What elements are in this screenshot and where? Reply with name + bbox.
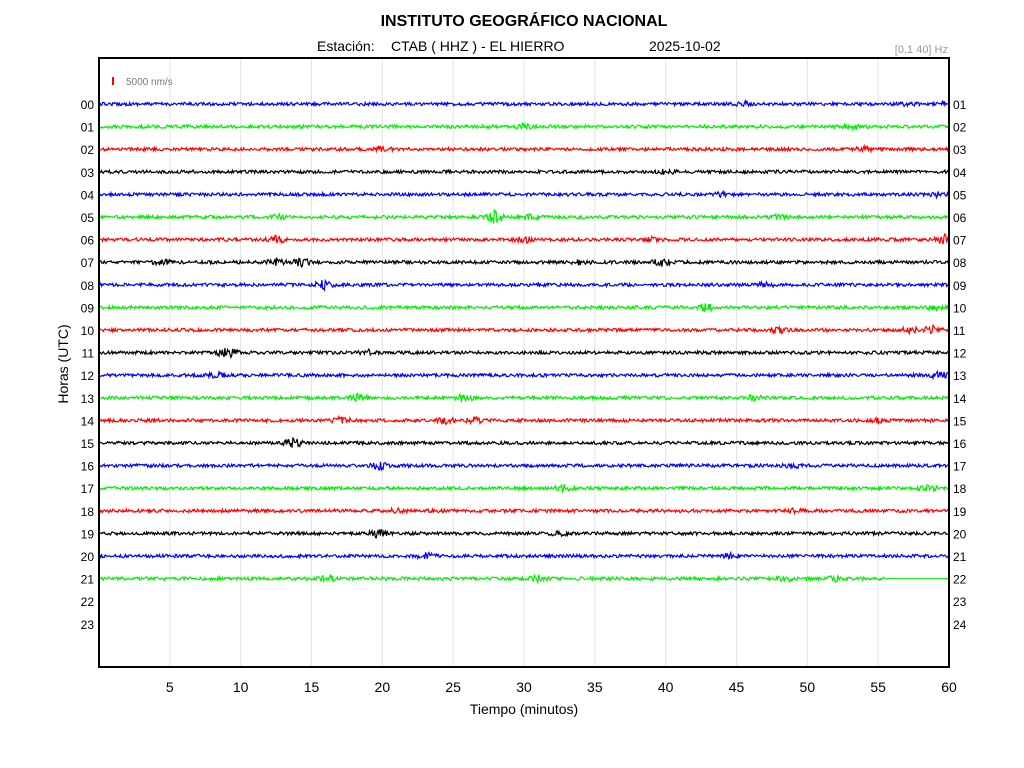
trace-hour-07 xyxy=(99,256,949,268)
trace-hour-19 xyxy=(99,528,949,539)
y-tick-label-right: 04 xyxy=(953,166,967,180)
trace-hour-21 xyxy=(100,573,886,585)
seismic-traces xyxy=(99,98,949,585)
y-tick-label-right: 08 xyxy=(953,256,967,270)
y-tick-label-right: 01 xyxy=(953,98,967,112)
y-tick-label-left: 14 xyxy=(81,414,95,428)
y-tick-label-right: 17 xyxy=(953,460,967,474)
y-tick-label-right: 23 xyxy=(953,595,967,609)
trace-hour-01 xyxy=(99,122,949,132)
y-tick-label-left: 18 xyxy=(81,505,95,519)
y-tick-label-left: 02 xyxy=(81,143,95,157)
y-tick-label-right: 14 xyxy=(953,392,967,406)
trace-hour-16 xyxy=(99,461,949,472)
x-tick-label: 50 xyxy=(800,679,816,695)
y-axis-label: Horas (UTC) xyxy=(55,324,71,403)
y-tick-label-left: 21 xyxy=(81,573,95,587)
y-tick-label-right: 19 xyxy=(953,505,967,519)
y-tick-label-right: 16 xyxy=(953,437,967,451)
x-tick-label: 10 xyxy=(233,679,249,695)
station-name: CTAB ( HHZ ) - EL HIERRO xyxy=(391,38,565,54)
y-tick-label-left: 07 xyxy=(81,256,95,270)
trace-hour-00 xyxy=(99,98,949,109)
y-tick-label-right: 06 xyxy=(953,211,967,225)
y-tick-labels-right: 01 02 03 04 05 06 07 08 09 10 11 12 13 14 15 16 17 18 19 20… xyxy=(953,98,967,632)
y-tick-label-left: 23 xyxy=(81,618,95,632)
y-tick-label-left: 06 xyxy=(81,234,95,248)
amplitude-scale-label: 5000 nm/s xyxy=(126,77,173,88)
trace-hour-12 xyxy=(99,369,949,381)
trace-hour-20 xyxy=(99,550,949,561)
y-tick-label-right: 09 xyxy=(953,279,967,293)
trace-hour-04 xyxy=(99,189,949,200)
y-tick-label-left: 16 xyxy=(81,460,95,474)
y-tick-label-left: 10 xyxy=(81,324,95,338)
y-tick-label-right: 10 xyxy=(953,301,967,315)
y-tick-label-right: 15 xyxy=(953,414,967,428)
x-tick-label: 60 xyxy=(941,679,957,695)
x-tick-labels: 5 10 15 20 25 30 35 40 45 50 55 60 xyxy=(166,679,957,695)
y-tick-label-left: 20 xyxy=(81,550,95,564)
trace-hour-03 xyxy=(99,167,949,176)
x-tick-label: 15 xyxy=(304,679,320,695)
trace-hour-05 xyxy=(99,209,949,224)
y-tick-label-right: 11 xyxy=(953,324,966,338)
y-tick-label-left: 11 xyxy=(82,347,95,361)
plot-frame xyxy=(98,57,950,668)
y-tick-label-right: 05 xyxy=(953,188,967,202)
trace-hour-06 xyxy=(99,232,949,245)
trace-hour-14 xyxy=(99,414,949,426)
y-tick-label-left: 15 xyxy=(81,437,95,451)
y-tick-label-right: 21 xyxy=(953,550,967,564)
y-tick-label-left: 04 xyxy=(81,188,95,202)
y-tick-label-right: 20 xyxy=(953,527,967,541)
trace-hour-17 xyxy=(99,483,949,494)
y-tick-label-right: 13 xyxy=(953,369,967,383)
y-tick-label-left: 03 xyxy=(81,166,95,180)
trace-hour-08 xyxy=(99,278,949,292)
y-tick-label-left: 05 xyxy=(81,211,95,225)
trace-hour-10 xyxy=(99,324,949,336)
chart-title: INSTITUTO GEOGRÁFICO NACIONAL xyxy=(381,11,668,30)
y-tick-label-left: 17 xyxy=(81,482,95,496)
trace-hour-11 xyxy=(99,347,949,360)
y-tick-label-right: 07 xyxy=(953,234,967,248)
y-tick-label-left: 08 xyxy=(81,279,95,293)
trace-hour-02 xyxy=(99,143,949,154)
trace-hour-15 xyxy=(99,436,949,448)
x-tick-label: 45 xyxy=(729,679,745,695)
y-tick-label-left: 00 xyxy=(81,98,95,112)
y-tick-label-left: 09 xyxy=(81,301,95,315)
x-tick-label: 30 xyxy=(516,679,532,695)
y-tick-label-right: 22 xyxy=(953,573,967,587)
trace-hour-18 xyxy=(99,506,949,516)
y-tick-label-left: 22 xyxy=(81,595,95,609)
y-tick-label-right: 03 xyxy=(953,143,967,157)
y-tick-label-left: 12 xyxy=(81,369,95,383)
x-tick-label: 35 xyxy=(587,679,603,695)
y-tick-label-right: 02 xyxy=(953,121,967,135)
x-tick-label: 25 xyxy=(445,679,461,695)
frequency-band: [0.1 40] Hz xyxy=(895,44,948,56)
x-axis-label: Tiempo (minutos) xyxy=(470,701,578,717)
x-tick-label: 40 xyxy=(658,679,674,695)
x-tick-label: 55 xyxy=(870,679,886,695)
y-tick-label-left: 13 xyxy=(81,392,95,406)
station-prefix: Estación: xyxy=(317,38,375,54)
y-tick-label-left: 01 xyxy=(81,121,95,135)
vertical-grid xyxy=(169,59,879,666)
x-tick-label: 5 xyxy=(166,679,174,695)
y-tick-label-right: 12 xyxy=(953,347,967,361)
record-date: 2025-10-02 xyxy=(649,38,721,54)
y-tick-label-right: 24 xyxy=(953,618,967,632)
trace-hour-09 xyxy=(99,303,949,314)
y-tick-label-left: 19 xyxy=(81,527,95,541)
y-tick-labels-left: 00 01 02 03 04 05 06 07 08 09 10 11 12 13 14 15 16 17 18 19… xyxy=(81,98,95,632)
amplitude-scale-bar xyxy=(112,77,114,85)
trace-hour-13 xyxy=(100,392,949,403)
x-tick-label: 20 xyxy=(375,679,391,695)
y-tick-label-right: 18 xyxy=(953,482,967,496)
